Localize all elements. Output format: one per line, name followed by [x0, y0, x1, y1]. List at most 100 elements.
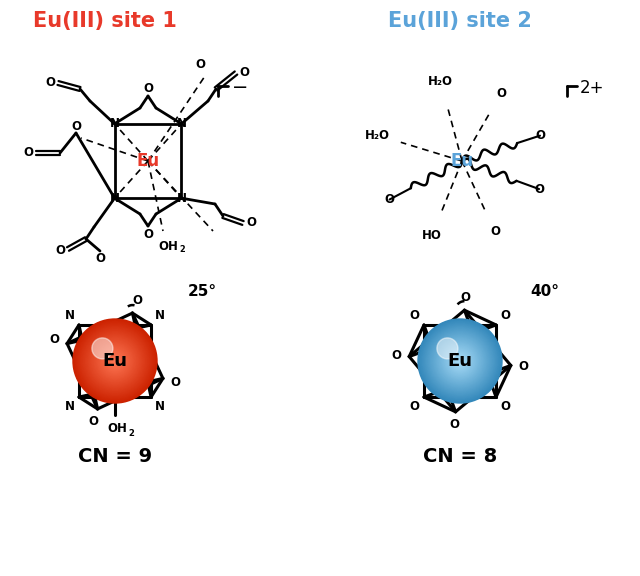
Circle shape [96, 342, 134, 380]
Circle shape [439, 340, 481, 382]
Circle shape [441, 342, 479, 380]
Circle shape [103, 349, 127, 373]
Circle shape [93, 339, 137, 383]
Circle shape [80, 325, 150, 396]
Circle shape [442, 343, 477, 378]
Circle shape [109, 355, 121, 367]
Circle shape [455, 356, 465, 366]
Text: 2: 2 [179, 245, 185, 255]
Text: O: O [449, 418, 460, 431]
Circle shape [92, 338, 138, 385]
Text: Eu: Eu [102, 352, 127, 370]
Text: O: O [500, 309, 510, 322]
Circle shape [425, 325, 495, 396]
Text: O: O [55, 244, 65, 257]
Circle shape [442, 343, 479, 380]
Circle shape [432, 334, 488, 389]
Circle shape [437, 338, 458, 359]
Text: O: O [391, 349, 401, 362]
Circle shape [421, 323, 499, 400]
Circle shape [449, 350, 471, 372]
Circle shape [445, 346, 475, 376]
Text: 2: 2 [128, 429, 134, 438]
Circle shape [97, 343, 132, 378]
Circle shape [108, 354, 122, 367]
Text: Eu: Eu [136, 152, 159, 170]
Circle shape [113, 358, 118, 363]
Text: O: O [143, 81, 153, 94]
Text: OH: OH [107, 423, 127, 435]
Circle shape [78, 324, 152, 398]
Text: Eu: Eu [447, 352, 472, 370]
Circle shape [98, 344, 132, 378]
Text: O: O [534, 183, 544, 195]
Circle shape [102, 347, 129, 374]
Circle shape [73, 319, 157, 403]
Circle shape [431, 332, 490, 391]
Circle shape [102, 348, 127, 374]
Circle shape [447, 347, 474, 374]
Circle shape [458, 358, 463, 363]
Circle shape [89, 335, 141, 387]
Circle shape [111, 358, 118, 365]
Circle shape [100, 346, 130, 376]
Text: O: O [50, 332, 60, 346]
Circle shape [448, 349, 472, 373]
Text: O: O [500, 400, 510, 413]
Circle shape [426, 327, 495, 396]
Text: O: O [23, 146, 33, 160]
Text: OH: OH [158, 240, 178, 252]
Circle shape [419, 320, 501, 402]
Circle shape [79, 325, 151, 397]
Text: O: O [71, 120, 81, 134]
Circle shape [95, 341, 135, 381]
Text: 2+: 2+ [580, 79, 605, 97]
Text: O: O [246, 217, 256, 229]
Circle shape [428, 328, 493, 394]
Text: N: N [156, 309, 165, 322]
Text: O: O [496, 87, 506, 100]
Circle shape [108, 354, 123, 369]
Text: CN = 8: CN = 8 [423, 448, 497, 467]
Circle shape [453, 354, 467, 367]
Circle shape [430, 331, 490, 391]
Text: 25°: 25° [188, 283, 217, 298]
Circle shape [428, 329, 492, 393]
Circle shape [86, 332, 143, 389]
Circle shape [75, 321, 156, 401]
Text: O: O [385, 193, 395, 206]
Text: O: O [195, 59, 205, 71]
Text: N: N [177, 192, 186, 204]
Text: Eu(III) site 2: Eu(III) site 2 [388, 11, 532, 31]
Circle shape [105, 351, 125, 371]
Circle shape [77, 323, 153, 399]
Circle shape [456, 357, 464, 365]
Circle shape [83, 329, 147, 393]
Text: O: O [170, 376, 180, 389]
Circle shape [457, 358, 463, 365]
Text: N: N [109, 192, 120, 204]
Circle shape [100, 347, 129, 376]
Circle shape [92, 338, 138, 384]
Circle shape [110, 356, 120, 366]
Circle shape [431, 332, 488, 389]
Circle shape [76, 321, 154, 400]
Circle shape [94, 340, 136, 382]
Circle shape [420, 321, 500, 401]
Circle shape [426, 327, 493, 395]
Circle shape [90, 336, 140, 386]
Circle shape [434, 335, 486, 387]
Circle shape [83, 328, 148, 394]
Circle shape [74, 320, 156, 402]
Circle shape [445, 347, 474, 376]
Circle shape [424, 325, 496, 397]
Text: CN = 9: CN = 9 [78, 448, 152, 467]
Circle shape [459, 360, 461, 362]
Text: O: O [461, 291, 470, 304]
Circle shape [84, 331, 145, 391]
Circle shape [104, 350, 126, 372]
Text: N: N [177, 118, 186, 130]
Circle shape [99, 345, 131, 377]
Circle shape [444, 345, 476, 377]
Text: O: O [535, 129, 545, 142]
